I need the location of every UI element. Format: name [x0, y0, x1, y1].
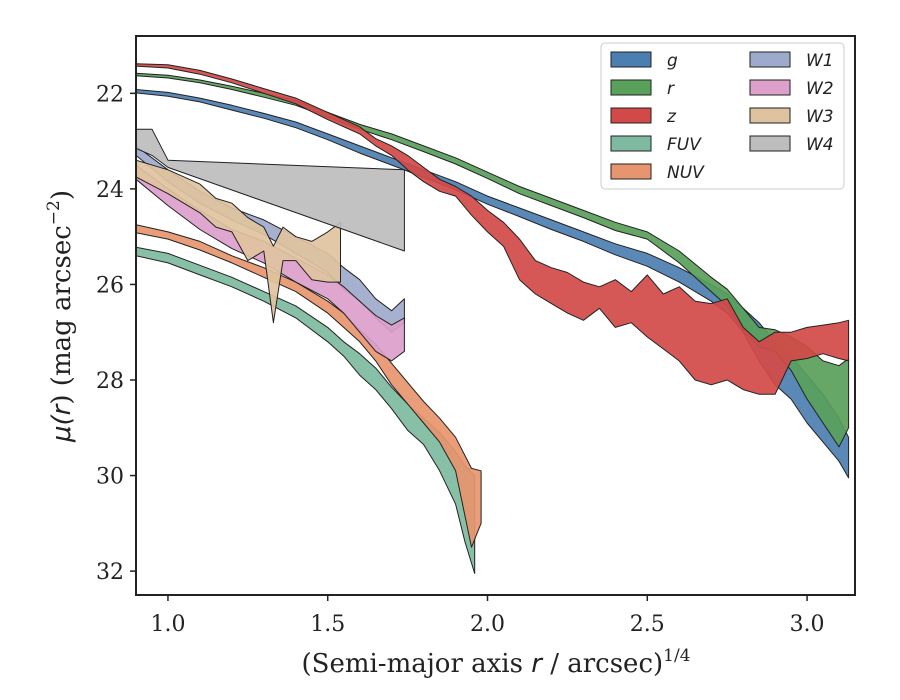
- band-w4: [136, 128, 405, 252]
- x-tick-label: 2.5: [630, 612, 665, 637]
- plot-frame: [135, 35, 856, 596]
- x-axis-label-var: r: [531, 649, 544, 679]
- x-axis-label-unit: / arcsec): [542, 649, 663, 679]
- legend-swatch-w2: [749, 79, 791, 96]
- legend-label-w4: W4: [806, 135, 834, 155]
- x-tick-label: 2.0: [470, 612, 505, 637]
- y-axis-label-sup: −2: [44, 200, 64, 225]
- legend-label-w2: W2: [806, 79, 834, 99]
- y-axis-label-close: ): [47, 190, 77, 200]
- y-axis-label: μ(r) (mag arcsec−2): [44, 190, 77, 443]
- x-axis-label-main: (Semi-major axis: [301, 649, 531, 679]
- legend-swatch-nuv: [610, 163, 652, 180]
- band-w3: [136, 159, 341, 324]
- legend-label-r: r: [667, 79, 675, 99]
- band-nuv: [136, 224, 482, 548]
- y-tick-label: 22: [96, 82, 124, 107]
- y-tick-label: 32: [96, 560, 124, 585]
- band-fuv: [136, 246, 476, 574]
- legend-label-z: z: [666, 107, 677, 127]
- legend-swatch-w3: [749, 107, 791, 124]
- y-tick-label: 28: [96, 369, 124, 394]
- legend-label-w3: W3: [806, 107, 834, 127]
- x-tick-label: 1.5: [310, 612, 345, 637]
- x-axis-label-sup: 1/4: [663, 646, 690, 666]
- y-tick-label: 26: [96, 273, 124, 298]
- x-axis-label: (Semi-major axis r / arcsec)1/4: [301, 646, 690, 679]
- band-r: [136, 72, 850, 448]
- x-tick-label: 1.0: [150, 612, 185, 637]
- band-z: [136, 63, 850, 395]
- legend-label-nuv: NUV: [667, 163, 705, 183]
- legend-swatch-w4: [749, 135, 791, 152]
- y-axis-label-var: r: [47, 402, 77, 415]
- legend-label-g: g: [667, 51, 678, 71]
- x-axis-ticks: 1.0 1.5 2.0 2.5 3.0: [150, 595, 825, 637]
- y-axis-label-unit: ) (mag arcsec: [47, 225, 77, 404]
- legend-swatch-g: [610, 51, 652, 68]
- legend-swatch-fuv: [610, 135, 652, 152]
- legend: grz FUV NUV W1 W2 W3 W4: [600, 42, 845, 190]
- y-tick-label: 30: [96, 465, 124, 490]
- legend-swatch-r: [610, 79, 652, 96]
- y-axis-ticks: 22 24 26 28 30 32: [96, 82, 136, 585]
- y-axis-label-main: μ(: [47, 413, 77, 443]
- legend-swatch-z: [610, 107, 652, 124]
- y-tick-label: 24: [96, 178, 124, 203]
- x-tick-label: 3.0: [790, 612, 825, 637]
- legend-label-fuv: FUV: [667, 135, 702, 155]
- legend-label-w1: W1: [806, 51, 834, 71]
- legend-swatch-w1: [749, 51, 791, 68]
- profile-bands: [136, 63, 850, 574]
